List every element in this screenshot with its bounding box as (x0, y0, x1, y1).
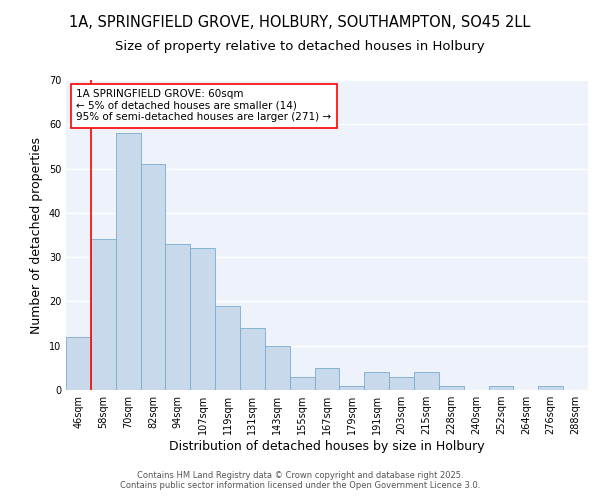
Bar (140, 164, 166, 390)
Bar (91, 240, 116, 390)
X-axis label: Distribution of detached houses by size in Holbury: Distribution of detached houses by size … (169, 440, 485, 453)
Text: 1A SPRINGFIELD GROVE: 60sqm
← 5% of detached houses are smaller (14)
95% of semi: 1A SPRINGFIELD GROVE: 60sqm ← 5% of deta… (76, 90, 332, 122)
Bar (166, 244, 190, 390)
Bar (538, 386, 563, 390)
Text: Contains HM Land Registry data © Crown copyright and database right 2025.
Contai: Contains HM Land Registry data © Crown c… (120, 470, 480, 490)
Bar (314, 368, 340, 390)
Bar (488, 386, 514, 390)
Bar (190, 248, 215, 390)
Text: Size of property relative to detached houses in Holbury: Size of property relative to detached ho… (115, 40, 485, 53)
Bar (290, 376, 314, 390)
Bar (414, 372, 439, 390)
Bar (215, 306, 240, 390)
Bar (439, 386, 464, 390)
Bar (389, 376, 414, 390)
Text: 1A, SPRINGFIELD GROVE, HOLBURY, SOUTHAMPTON, SO45 2LL: 1A, SPRINGFIELD GROVE, HOLBURY, SOUTHAMP… (70, 15, 530, 30)
Y-axis label: Number of detached properties: Number of detached properties (30, 136, 43, 334)
Bar (240, 328, 265, 390)
Bar (340, 386, 364, 390)
Bar (265, 346, 290, 390)
Bar (66, 337, 91, 390)
Bar (364, 372, 389, 390)
Bar (116, 133, 140, 390)
